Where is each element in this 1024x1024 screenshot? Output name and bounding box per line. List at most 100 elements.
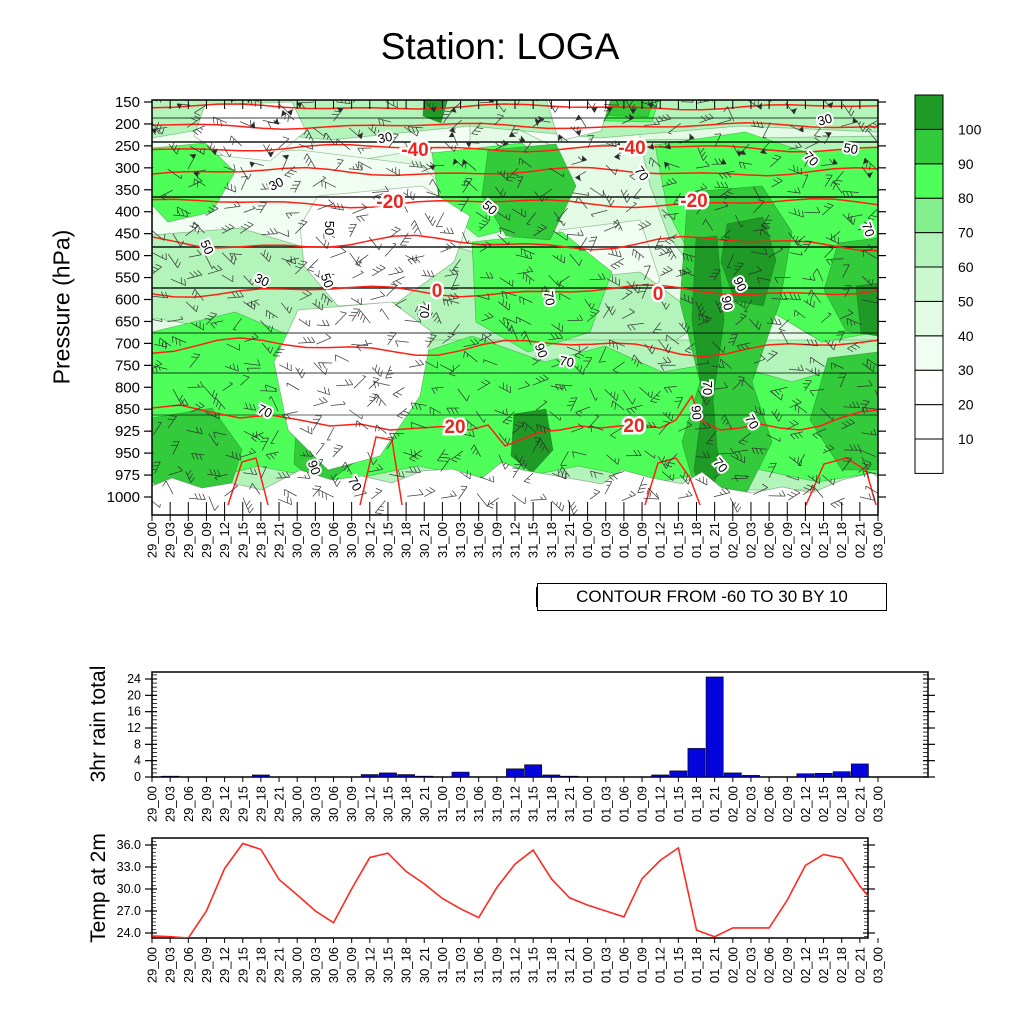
svg-text:30: 30 xyxy=(376,129,393,147)
svg-text:50: 50 xyxy=(958,293,974,309)
svg-text:30_21: 30_21 xyxy=(417,947,432,983)
svg-text:31_21: 31_21 xyxy=(562,522,577,558)
svg-text:31_15: 31_15 xyxy=(526,786,541,822)
svg-text:03_00: 03_00 xyxy=(871,522,886,558)
svg-text:30_09: 30_09 xyxy=(344,786,359,822)
colorbar-cell xyxy=(914,438,944,474)
svg-text:31_21: 31_21 xyxy=(562,947,577,983)
svg-text:20: 20 xyxy=(444,417,465,438)
svg-text:-20: -20 xyxy=(680,191,707,212)
svg-text:30_15: 30_15 xyxy=(380,786,395,822)
svg-text:975: 975 xyxy=(115,467,140,484)
rain-bar xyxy=(524,764,543,778)
svg-text:31_18: 31_18 xyxy=(544,522,559,558)
svg-text:02_21: 02_21 xyxy=(852,522,867,558)
svg-text:90: 90 xyxy=(719,294,737,311)
svg-text:29_18: 29_18 xyxy=(253,786,268,822)
svg-text:01_03: 01_03 xyxy=(598,522,613,558)
svg-text:0: 0 xyxy=(653,284,664,305)
svg-text:29_15: 29_15 xyxy=(235,947,250,983)
svg-text:150: 150 xyxy=(115,94,140,111)
svg-text:30_06: 30_06 xyxy=(326,522,341,558)
svg-text:29_09: 29_09 xyxy=(199,786,214,822)
svg-text:60: 60 xyxy=(958,259,974,275)
svg-text:20: 20 xyxy=(127,688,141,702)
svg-text:01_06: 01_06 xyxy=(616,786,631,822)
svg-text:450: 450 xyxy=(115,226,140,243)
svg-text:31_18: 31_18 xyxy=(544,947,559,983)
humidity-fill-layer xyxy=(152,100,878,515)
svg-text:100: 100 xyxy=(958,121,982,137)
svg-text:29_21: 29_21 xyxy=(272,786,287,822)
svg-text:30: 30 xyxy=(816,111,834,129)
svg-text:01_00: 01_00 xyxy=(580,522,595,558)
svg-text:02_09: 02_09 xyxy=(780,786,795,822)
svg-text:02_03: 02_03 xyxy=(743,947,758,983)
svg-text:01_09: 01_09 xyxy=(635,947,650,983)
svg-text:03_00: 03_00 xyxy=(871,947,886,983)
svg-text:300: 300 xyxy=(115,160,140,177)
wind-barbs-layer xyxy=(152,100,878,515)
svg-text:31_15: 31_15 xyxy=(526,522,541,558)
svg-text:50: 50 xyxy=(842,140,859,157)
svg-text:02_15: 02_15 xyxy=(816,786,831,822)
svg-text:31_06: 31_06 xyxy=(471,786,486,822)
svg-text:-20: -20 xyxy=(376,192,403,213)
svg-text:02_18: 02_18 xyxy=(834,522,849,558)
svg-text:29_03: 29_03 xyxy=(163,522,178,558)
svg-text:29_00: 29_00 xyxy=(145,947,160,983)
rain-bar xyxy=(669,770,688,778)
colorbar-cell xyxy=(914,266,944,302)
svg-text:30_12: 30_12 xyxy=(362,522,377,558)
svg-text:500: 500 xyxy=(115,248,140,265)
rain-bar xyxy=(814,773,833,778)
svg-text:31_03: 31_03 xyxy=(453,786,468,822)
svg-text:31_18: 31_18 xyxy=(544,786,559,822)
svg-text:02_03: 02_03 xyxy=(743,522,758,558)
svg-text:950: 950 xyxy=(115,445,140,462)
svg-text:31_00: 31_00 xyxy=(435,522,450,558)
svg-text:02_18: 02_18 xyxy=(834,947,849,983)
svg-text:33.0: 33.0 xyxy=(117,860,141,874)
svg-text:01_06: 01_06 xyxy=(616,947,631,983)
svg-text:80: 80 xyxy=(958,190,974,206)
svg-text:400: 400 xyxy=(115,204,140,221)
svg-text:20: 20 xyxy=(623,416,644,437)
rain-bar xyxy=(850,763,869,778)
svg-text:30.0: 30.0 xyxy=(117,882,141,896)
rain-bar xyxy=(705,676,724,778)
svg-text:01_00: 01_00 xyxy=(580,947,595,983)
svg-text:02_12: 02_12 xyxy=(798,786,813,822)
rain-bar xyxy=(252,774,270,778)
colorbar-cell xyxy=(914,232,944,268)
svg-text:02_06: 02_06 xyxy=(762,947,777,983)
svg-text:200: 200 xyxy=(115,116,140,133)
svg-text:31_06: 31_06 xyxy=(471,522,486,558)
svg-text:600: 600 xyxy=(115,292,140,309)
svg-text:50: 50 xyxy=(322,221,337,235)
svg-text:70: 70 xyxy=(700,381,715,395)
svg-text:29_00: 29_00 xyxy=(145,522,160,558)
svg-text:31_09: 31_09 xyxy=(489,786,504,822)
svg-text:30_12: 30_12 xyxy=(362,947,377,983)
svg-text:10: 10 xyxy=(958,431,974,447)
svg-text:550: 550 xyxy=(115,270,140,287)
rain-bar xyxy=(542,774,561,778)
rain-bar xyxy=(451,771,470,778)
svg-text:01_12: 01_12 xyxy=(653,522,668,558)
rain-bar xyxy=(723,772,742,778)
svg-text:30_21: 30_21 xyxy=(417,522,432,558)
svg-text:01_03: 01_03 xyxy=(598,947,613,983)
svg-text:29_09: 29_09 xyxy=(199,522,214,558)
svg-text:40: 40 xyxy=(958,328,974,344)
svg-text:16: 16 xyxy=(127,705,141,719)
contour-note-text: CONTOUR FROM -60 TO 30 BY 10 xyxy=(576,587,848,606)
colorbar-cell xyxy=(914,369,944,406)
rain-bar xyxy=(506,768,524,778)
rain-bar xyxy=(796,773,815,778)
red-contour-layer xyxy=(152,103,878,506)
svg-text:31_09: 31_09 xyxy=(489,947,504,983)
colorbar-cell xyxy=(914,300,944,337)
svg-text:30_18: 30_18 xyxy=(399,947,414,983)
